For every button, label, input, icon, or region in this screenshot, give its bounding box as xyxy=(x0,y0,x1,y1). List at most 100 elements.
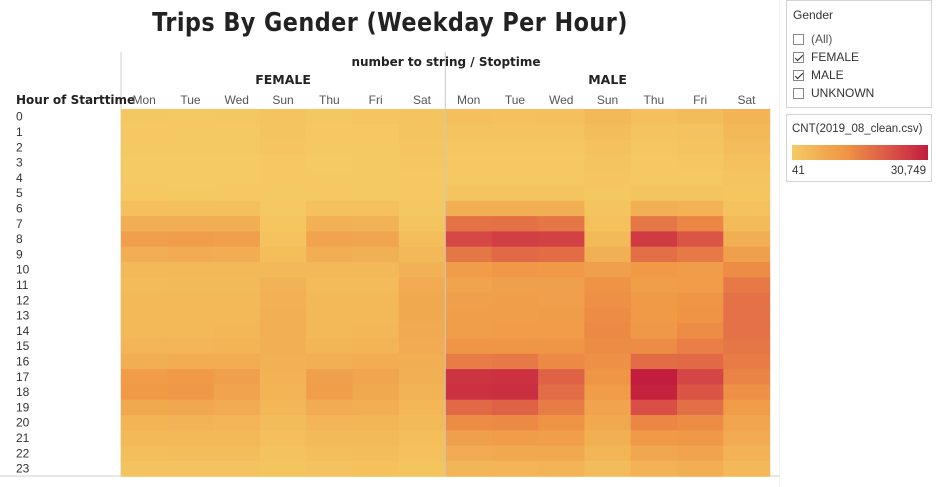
heatmap-cell xyxy=(398,109,446,125)
heatmap-cell xyxy=(259,323,307,340)
heatmap-cell xyxy=(491,200,539,217)
heatmap-cell xyxy=(167,307,215,324)
filter-item-label: FEMALE xyxy=(811,50,860,64)
hour-tick-label: 14 xyxy=(16,324,30,338)
heatmap-cell xyxy=(445,353,493,370)
heatmap-cell xyxy=(306,185,354,202)
heatmap-cell xyxy=(121,353,168,370)
heatmap-cell xyxy=(491,292,539,309)
hour-tick-label: 9 xyxy=(16,247,23,261)
heatmap-cell xyxy=(584,231,632,248)
heatmap-cell xyxy=(677,445,724,462)
filter-item-unknown[interactable]: UNKNOWN xyxy=(793,85,874,101)
heatmap-cell xyxy=(445,170,493,187)
heatmap-cell xyxy=(677,262,724,278)
group-label-female: FEMALE xyxy=(255,72,311,87)
heatmap-cell xyxy=(445,399,493,416)
heatmap-cell xyxy=(306,430,354,447)
color-legend-gradient xyxy=(792,145,928,160)
heatmap-cell xyxy=(398,246,446,263)
heatmap-cell xyxy=(398,262,446,278)
heatmap-cell xyxy=(584,139,632,156)
heatmap-cell xyxy=(491,277,539,294)
heatmap-cell xyxy=(306,445,354,462)
heatmap-cell xyxy=(398,430,446,447)
heatmap-cell xyxy=(491,262,539,278)
heatmap-cell xyxy=(538,231,585,248)
heatmap-cell xyxy=(121,170,168,187)
heatmap-cell xyxy=(306,338,354,355)
heatmap-cell xyxy=(352,292,400,309)
hour-tick-label: 6 xyxy=(16,201,23,215)
filter-checkbox-all[interactable] xyxy=(793,33,804,45)
heatmap-cell xyxy=(584,185,632,202)
heatmap-cell xyxy=(213,109,261,125)
heatmap-cell xyxy=(630,307,678,324)
heatmap-cell xyxy=(398,369,446,385)
heatmap-cell xyxy=(167,277,215,294)
heatmap-cell xyxy=(259,369,307,385)
filter-item-label: MALE xyxy=(811,68,844,82)
heatmap-cell xyxy=(352,139,400,156)
hour-tick-label: 2 xyxy=(16,140,23,154)
filter-checkbox-unknown[interactable] xyxy=(793,87,804,99)
filter-checkbox-male[interactable] xyxy=(793,69,804,81)
heatmap-cell xyxy=(723,170,771,187)
heatmap-cell xyxy=(398,124,446,141)
heatmap-cell xyxy=(213,307,261,324)
heatmap-cell xyxy=(306,369,354,385)
heatmap-cell xyxy=(121,246,168,263)
heatmap-cell xyxy=(538,399,585,416)
heatmap-cell xyxy=(538,262,585,278)
heatmap-cell xyxy=(121,384,168,401)
heatmap-cell xyxy=(259,399,307,416)
heatmap-cell xyxy=(352,154,400,171)
heatmap-cell xyxy=(306,384,354,401)
heatmap-cell xyxy=(491,353,539,370)
heatmap-cell xyxy=(630,231,678,248)
heatmap-cell xyxy=(630,430,678,447)
heatmap-cell xyxy=(584,200,632,217)
heatmap-cell xyxy=(491,445,539,462)
heatmap-cell xyxy=(121,460,168,477)
heatmap-cell xyxy=(352,216,400,232)
heatmap-cell xyxy=(213,170,261,187)
day-tick-label: Sun xyxy=(272,93,293,107)
heatmap-cell xyxy=(398,445,446,462)
heatmap-cell xyxy=(491,399,539,416)
color-legend-min: 41 xyxy=(792,165,805,177)
heatmap-cell xyxy=(584,445,632,462)
filter-item-female[interactable]: FEMALE xyxy=(793,49,859,65)
heatmap-cell xyxy=(445,262,493,278)
heatmap-cell xyxy=(306,415,354,431)
heatmap-cell xyxy=(167,200,215,217)
heatmap-cell xyxy=(630,384,678,401)
heatmap-cell xyxy=(584,338,632,355)
heatmap-cell xyxy=(723,384,771,401)
filter-item-all[interactable]: (All) xyxy=(793,31,832,47)
heatmap-cell xyxy=(259,460,307,477)
heatmap-cell xyxy=(584,292,632,309)
heatmap-cell xyxy=(352,430,400,447)
heatmap-cell xyxy=(306,139,354,156)
heatmap-cell xyxy=(723,369,771,385)
heatmap-cell xyxy=(491,460,539,477)
filter-checkbox-female[interactable] xyxy=(793,51,804,63)
heatmap-cell xyxy=(630,154,678,171)
heatmap-cell xyxy=(630,460,678,477)
hour-tick-label: 3 xyxy=(16,156,23,170)
heatmap-cell xyxy=(352,353,400,370)
heatmap-cell xyxy=(213,231,261,248)
heatmap-cell xyxy=(306,246,354,263)
heatmap-cell xyxy=(584,170,632,187)
heatmap-cell xyxy=(538,430,585,447)
heatmap-cell xyxy=(538,216,585,232)
day-tick-label: Mon xyxy=(457,93,480,107)
heatmap-cell xyxy=(167,139,215,156)
heatmap-cell xyxy=(445,200,493,217)
heatmap-cell xyxy=(213,399,261,416)
heatmap-cell xyxy=(121,369,168,385)
hour-tick-label: 17 xyxy=(16,370,30,384)
heatmap-cell xyxy=(677,353,724,370)
filter-item-male[interactable]: MALE xyxy=(793,67,844,83)
